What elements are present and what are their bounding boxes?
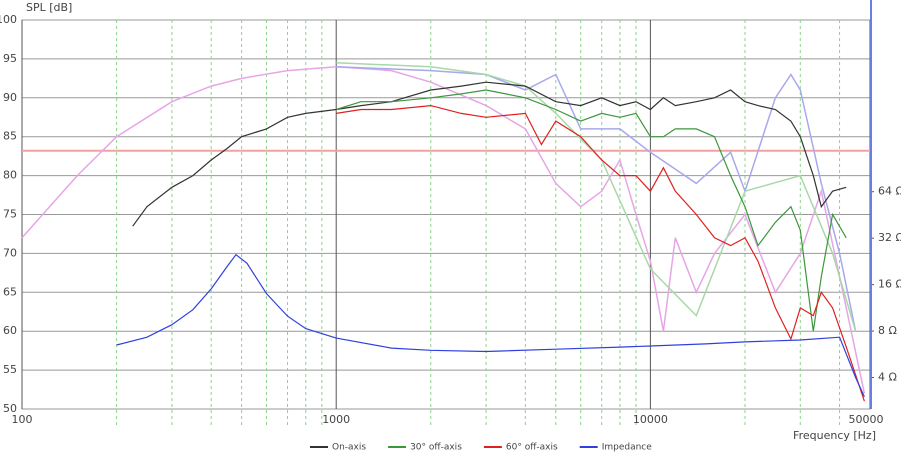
x-axis-title: Frequency [Hz] xyxy=(793,429,876,442)
y-tick-label: 80 xyxy=(3,169,17,182)
series-line xyxy=(336,89,847,332)
y-tick-label: 75 xyxy=(3,208,17,221)
y-tick-label: 55 xyxy=(3,363,17,376)
y-tick-label: 65 xyxy=(3,285,17,298)
series-line xyxy=(336,104,865,402)
legend-label: 60° off-axis xyxy=(506,443,558,453)
x-tick-label: 10000 xyxy=(633,413,668,426)
y-tick-label: 85 xyxy=(3,130,17,143)
y2-tick-label: 64 Ω xyxy=(878,185,901,198)
y-tick-label: 95 xyxy=(3,52,17,65)
x-tick-label: 100 xyxy=(12,413,33,426)
y-tick-label: 90 xyxy=(3,91,17,104)
y2-tick-label: 32 Ω xyxy=(878,231,901,244)
x-tick-label: 1000 xyxy=(322,413,350,426)
legend-label: 30° off-axis xyxy=(410,443,462,453)
series-line xyxy=(336,62,857,332)
series-line xyxy=(21,65,866,394)
series-line xyxy=(116,253,865,398)
legend-label: Impedance xyxy=(602,443,653,453)
y-tick-label: 50 xyxy=(3,402,17,415)
y-tick-label: 60 xyxy=(3,324,17,337)
y2-tick-label: 4 Ω xyxy=(878,371,897,384)
y-tick-label: 100 xyxy=(0,13,17,26)
series-line xyxy=(132,81,847,227)
y-axis-title: SPL [dB] xyxy=(26,1,72,14)
legend-label: On-axis xyxy=(332,443,366,453)
y2-tick-label: 16 Ω xyxy=(878,278,901,291)
x-tick-label: 50000 xyxy=(849,413,884,426)
y-tick-label: 70 xyxy=(3,246,17,259)
y2-tick-label: 8 Ω xyxy=(878,324,897,337)
